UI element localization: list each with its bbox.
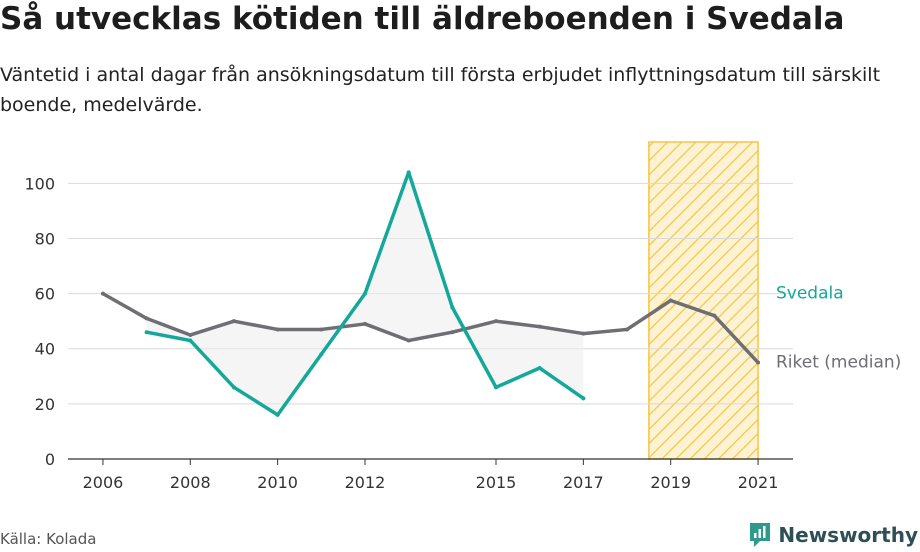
brand-logo: Newsworthy xyxy=(748,520,918,550)
data-point xyxy=(581,396,586,401)
data-point xyxy=(231,319,236,324)
x-tick-label: 2015 xyxy=(476,473,517,492)
y-tick-label: 100 xyxy=(24,174,55,193)
series-label-svedala: Svedala xyxy=(776,284,844,304)
data-point xyxy=(450,305,455,310)
x-tick-label: 2012 xyxy=(345,473,386,492)
y-tick-label: 0 xyxy=(45,450,55,469)
x-tick-label: 2010 xyxy=(257,473,298,492)
data-point xyxy=(362,321,367,326)
data-point xyxy=(100,291,105,296)
x-tick-label: 2021 xyxy=(738,473,779,492)
data-point xyxy=(537,366,542,371)
data-point xyxy=(450,330,455,335)
x-tick-label: 2017 xyxy=(563,473,604,492)
data-point xyxy=(231,385,236,390)
data-point xyxy=(668,298,673,303)
newsworthy-logo-icon xyxy=(750,523,771,547)
data-point xyxy=(406,170,411,175)
y-tick-label: 60 xyxy=(35,285,55,304)
line-chart: 0 20 40 60 80 100 2006 2008 2010 2012 2015 2017 2019… xyxy=(24,141,901,492)
x-tick-label: 2006 xyxy=(83,473,124,492)
data-point xyxy=(494,319,499,324)
series-label-riket: Riket (median) xyxy=(776,353,901,373)
data-point xyxy=(319,327,324,332)
y-tick-label: 40 xyxy=(35,340,55,359)
data-point xyxy=(712,313,717,318)
brand-name: Newsworthy xyxy=(778,523,918,547)
page-title: Så utvecklas kötiden till äldreboenden i… xyxy=(0,1,845,37)
chart-subtitle: Väntetid i antal dagar från ansökningsda… xyxy=(0,64,881,116)
data-point xyxy=(144,316,149,321)
y-tick-label: 20 xyxy=(35,395,55,414)
data-point xyxy=(188,332,193,337)
data-point xyxy=(581,331,586,336)
source-note: Källa: Kolada xyxy=(0,530,97,548)
data-point xyxy=(275,412,280,417)
data-point xyxy=(144,330,149,335)
data-point xyxy=(406,338,411,343)
data-point xyxy=(537,324,542,329)
x-tick-label: 2019 xyxy=(650,473,691,492)
x-tick-label: 2008 xyxy=(170,473,211,492)
data-point xyxy=(275,327,280,332)
data-point xyxy=(319,352,324,357)
data-point xyxy=(188,338,193,343)
data-point xyxy=(494,385,499,390)
data-point xyxy=(362,291,367,296)
forecast-highlight-band xyxy=(648,141,759,460)
data-point xyxy=(625,327,630,332)
series-line-riket xyxy=(101,291,760,365)
data-point xyxy=(756,360,761,365)
y-tick-label: 80 xyxy=(35,229,55,248)
